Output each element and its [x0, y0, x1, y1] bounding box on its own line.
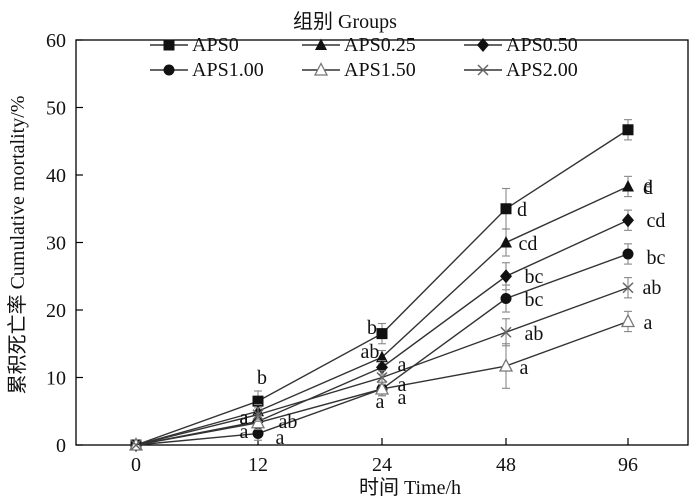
y-tick-label: 10 — [46, 368, 66, 390]
significance-label: b — [367, 317, 377, 339]
significance-label: ab — [525, 323, 544, 345]
data-point — [477, 38, 489, 52]
series-aps2-00 — [130, 277, 634, 451]
data-point — [500, 326, 512, 338]
data-point — [500, 236, 512, 248]
series-layer — [128, 119, 636, 452]
significance-label: a — [398, 374, 407, 396]
x-tick-label: 24 — [372, 454, 392, 476]
significance-label: cd — [647, 210, 666, 232]
data-point — [130, 439, 142, 451]
data-point — [163, 64, 175, 76]
data-point — [498, 358, 514, 372]
legend-title: 组别 Groups — [293, 10, 397, 33]
y-tick-label: 50 — [46, 98, 66, 120]
data-point — [163, 39, 175, 51]
y-tick-label: 30 — [46, 233, 66, 255]
data-point — [376, 350, 388, 363]
significance-label: a — [644, 312, 653, 334]
axes: 0 10 20 30 40 50 60 0 12 24 48 96 — [46, 30, 689, 476]
legend-label: APS1.50 — [344, 59, 416, 81]
data-point — [622, 282, 634, 294]
legend-label: APS0 — [192, 34, 239, 56]
significance-label: cd — [519, 233, 538, 255]
significance-label: b — [257, 367, 267, 389]
data-point — [622, 213, 634, 228]
data-point — [500, 293, 512, 305]
legend-item-aps0: APS0 — [150, 34, 239, 56]
significance-label: a — [240, 407, 249, 429]
legend-item-aps1-00: APS1.00 — [150, 59, 264, 81]
y-tick-label: 0 — [56, 435, 66, 457]
significance-label: d — [517, 199, 527, 221]
y-tick-label: 40 — [46, 165, 66, 187]
data-point — [376, 371, 388, 384]
data-point — [622, 248, 634, 260]
series-line — [135, 253, 629, 446]
x-tick-label: 12 — [248, 454, 268, 476]
legend-item-aps0-25: APS0.25 — [302, 34, 416, 56]
data-point — [374, 381, 390, 395]
significance-label: a — [398, 354, 407, 376]
data-point — [622, 124, 634, 136]
significance-label: a — [520, 357, 529, 379]
legend-item-aps2-00: APS2.00 — [464, 59, 578, 81]
data-point — [250, 414, 266, 429]
data-point — [315, 38, 327, 50]
data-point — [252, 409, 264, 421]
y-tick-label: 20 — [46, 300, 66, 322]
data-point — [376, 328, 388, 340]
significance-label: ab — [643, 277, 662, 299]
data-point — [500, 203, 512, 215]
legend-item-aps1-50: APS1.50 — [302, 59, 416, 81]
data-point — [252, 428, 264, 440]
legend-item-aps0-50: APS0.50 — [464, 34, 578, 56]
significance-label: a — [398, 387, 407, 409]
data-point — [313, 62, 329, 76]
legend-label: APS2.00 — [506, 59, 578, 81]
significance-label: a — [276, 427, 285, 449]
significance-label: a — [376, 391, 385, 413]
y-axis-label: 累积死亡率 Cumulative mortality/% — [6, 96, 29, 395]
data-point — [622, 179, 634, 192]
data-point — [477, 64, 489, 76]
significance-label: e — [644, 175, 653, 197]
significance-label: a — [240, 407, 249, 429]
data-point — [252, 395, 264, 407]
x-tick-label: 0 — [131, 454, 141, 476]
x-tick-label: 96 — [618, 454, 638, 476]
significance-label: d — [643, 177, 653, 199]
significance-label: bc — [525, 266, 544, 288]
significance-label: a — [240, 421, 249, 443]
legend: 组别 Groups APS0 APS0.25 APS0.50 APS1.00 APS1.… — [150, 10, 578, 81]
significance-label: bc — [525, 289, 544, 311]
x-axis-label: 时间 Time/h — [359, 476, 461, 499]
x-tick-label: 48 — [496, 454, 516, 476]
data-point — [620, 313, 636, 328]
significance-label: ab — [279, 411, 298, 433]
y-tick-label: 60 — [46, 30, 66, 52]
legend-label: APS0.25 — [344, 34, 416, 56]
significance-label: bc — [647, 247, 666, 269]
significance-label: ab — [361, 341, 380, 363]
legend-label: APS1.00 — [192, 59, 264, 81]
legend-label: APS0.50 — [506, 34, 578, 56]
data-point — [500, 269, 512, 284]
